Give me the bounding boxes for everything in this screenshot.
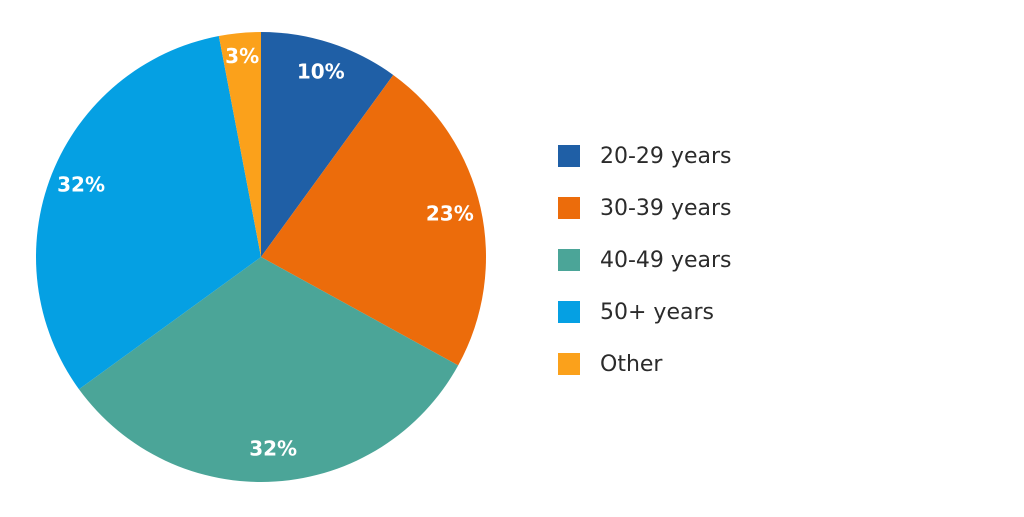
pie-slice-50-plus <box>35 35 261 390</box>
legend-swatch-30-39 <box>558 197 580 219</box>
legend-swatch-40-49 <box>558 249 580 271</box>
legend-item-40-49: 40-49 years <box>558 242 731 278</box>
legend-item-20-29: 20-29 years <box>558 138 731 174</box>
chart-legend: 20-29 years 30-39 years 40-49 years 50+ … <box>558 138 731 398</box>
legend-item-other: Other <box>558 346 731 382</box>
legend-item-50-plus: 50+ years <box>558 294 731 330</box>
slice-label-40-49: 32% <box>249 437 297 461</box>
pie-slice-other <box>218 32 261 257</box>
legend-label-other: Other <box>600 351 663 377</box>
slice-label-20-29: 10% <box>297 59 345 83</box>
legend-item-30-39: 30-39 years <box>558 190 731 226</box>
legend-swatch-20-29 <box>558 145 580 167</box>
legend-swatch-50-plus <box>558 301 580 323</box>
slice-label-30-39: 23% <box>426 201 474 225</box>
pie-slice-20-29 <box>261 32 394 257</box>
pie-slice-40-49 <box>78 257 459 483</box>
legend-label-40-49: 40-49 years <box>600 247 732 273</box>
slice-label-other: 3% <box>225 44 259 68</box>
legend-label-50-plus: 50+ years <box>600 299 714 325</box>
legend-label-30-39: 30-39 years <box>600 195 732 221</box>
slice-label-50-plus: 32% <box>57 172 105 196</box>
legend-label-20-29: 20-29 years <box>600 143 732 169</box>
legend-swatch-other <box>558 353 580 375</box>
pie-slice-30-39 <box>261 74 487 366</box>
